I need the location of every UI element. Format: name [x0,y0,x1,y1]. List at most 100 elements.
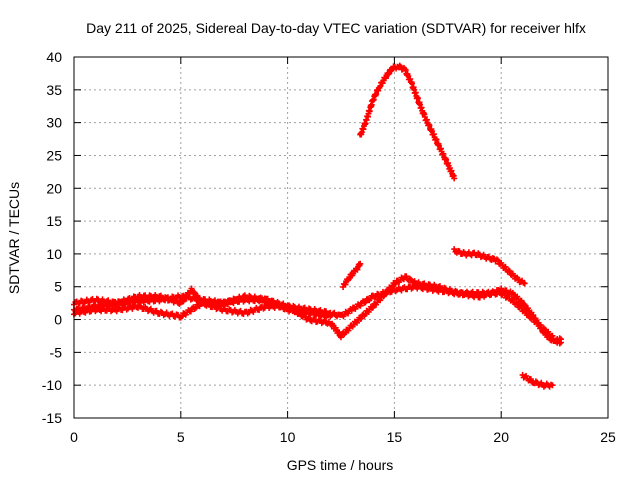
series-late-negative-segment [519,371,556,390]
data-point [435,285,439,288]
data-point [403,68,407,72]
data-point [416,98,420,101]
data-point [393,288,396,292]
data-point [485,255,488,259]
data-point [341,285,345,288]
y-tick-label: -5 [50,344,63,360]
data-point [500,288,503,292]
data-point [521,301,524,305]
data-point [329,315,332,318]
y-tick-label: -15 [42,410,62,426]
data-point [378,85,381,88]
data-point [384,75,388,78]
data-point [265,305,268,308]
data-point [393,282,396,285]
data-point [448,167,452,170]
x-tick-label: 25 [600,429,616,445]
y-tick-label: 15 [46,213,62,229]
data-point [371,295,375,298]
data-point [179,315,182,318]
data-point [553,341,556,344]
data-point [542,331,546,334]
data-point [510,298,514,302]
series-short-segment-13h [340,260,364,290]
y-tick-label: 0 [54,312,62,328]
data-point [158,311,161,315]
data-point [521,374,524,377]
data-point [463,252,467,256]
data-point [559,338,563,341]
data-point [286,308,289,311]
data-point [517,278,520,282]
data-point [371,98,375,101]
data-point [339,315,343,318]
data-point [403,275,407,279]
data-point [359,134,362,137]
data-point [478,292,482,295]
data-point [94,308,97,311]
tick-labels: 0 5 10 15 20 25 -15 -10 -5 0 5 10 15 20 25 30 35 40 [42,49,616,445]
data-point [435,141,439,144]
data-point [474,252,477,256]
data-point [542,383,546,387]
axis-ticks [73,56,609,419]
x-tick-label: 10 [280,429,296,445]
data-point [457,292,460,295]
y-tick-label: 30 [46,115,62,131]
data-point [532,380,535,384]
data-point [359,262,362,265]
data-point [348,275,351,279]
data-point [414,282,417,285]
data-point [136,295,140,298]
data-point [429,128,432,131]
x-tick-label: 5 [177,429,185,445]
data-point [442,154,445,157]
data-point [94,305,97,308]
data-point [532,315,535,318]
data-point [365,118,368,121]
series-peak-arc [357,62,458,182]
data-point [329,321,332,325]
data-point [391,66,394,70]
y-tick-label: 35 [46,82,62,98]
data-point [243,295,247,298]
data-point [243,311,247,315]
data-point [510,292,514,295]
data-point [307,311,311,315]
y-axis-label: SDTVAR / TECUs [6,182,22,294]
series-post-peak-decline [451,246,528,287]
data-point [423,114,426,118]
data-point [506,269,509,272]
data-point [222,301,225,305]
data-point [265,298,268,302]
y-tick-label: 5 [54,279,62,295]
data-point [136,305,140,308]
chart-title: Day 211 of 2025, Sidereal Day-to-day VTE… [86,20,586,36]
y-tick-label: 20 [46,180,62,196]
data-point [551,383,554,387]
data-point [453,249,456,252]
x-axis-label: GPS time / hours [287,457,394,473]
data-point [350,324,353,328]
data-point [354,269,358,272]
data-point [94,298,97,302]
y-tick-label: 25 [46,147,62,163]
y-tick-label: -10 [42,377,62,393]
data-point [158,298,161,302]
y-tick-label: 10 [46,246,62,262]
data-point [478,295,482,298]
data-series-group [71,62,564,390]
y-tick-label: 40 [46,49,62,65]
data-point [339,334,343,338]
data-point [523,282,526,285]
data-point [179,301,182,305]
data-point [453,177,456,180]
data-point [222,308,225,311]
data-point [495,259,499,262]
data-point [410,82,413,85]
data-point [115,308,118,311]
x-tick-label: 15 [387,429,403,445]
data-point [350,308,353,311]
data-point [158,295,161,298]
